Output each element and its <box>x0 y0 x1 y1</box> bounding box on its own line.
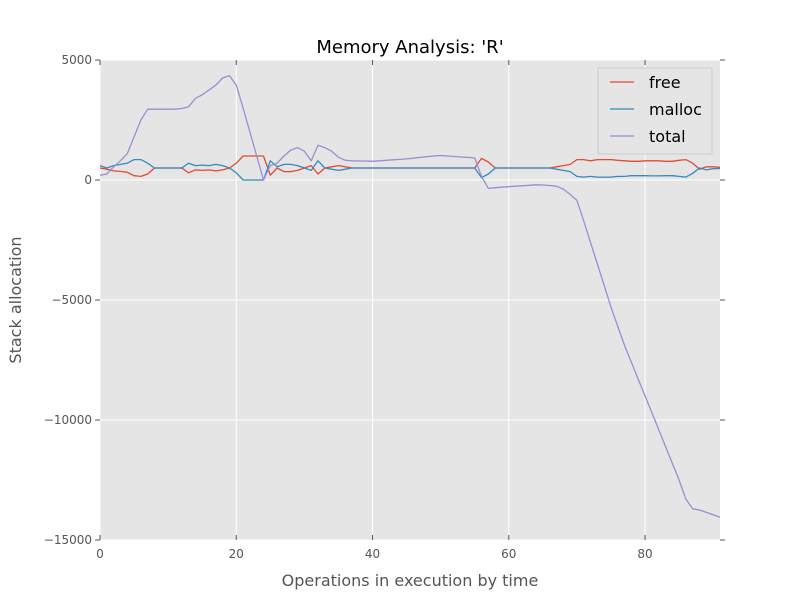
y-tick-label: 5000 <box>61 53 92 67</box>
series-line-total <box>99 74 721 518</box>
axis-ticks: 0 20 40 60 80 −15000 −10000 −5000 0 5000 <box>44 53 725 561</box>
legend: free malloc total <box>597 67 713 155</box>
y-axis-label: Stack allocation <box>6 236 25 363</box>
y-tick-label: −5000 <box>51 293 92 307</box>
grid-lines <box>99 59 720 541</box>
y-tick-label: −10000 <box>44 413 92 427</box>
x-tick-label: 80 <box>637 547 652 561</box>
legend-label-malloc: malloc <box>649 100 702 119</box>
x-tick-label: 20 <box>229 547 244 561</box>
x-tick-label: 60 <box>501 547 516 561</box>
chart-title: Memory Analysis: 'R' <box>316 37 503 58</box>
x-tick-label: 40 <box>365 547 380 561</box>
y-tick-label: 0 <box>84 173 92 187</box>
series-line-malloc <box>99 158 721 181</box>
x-tick-label: 0 <box>96 547 104 561</box>
x-axis-label: Operations in execution by time <box>282 571 539 590</box>
y-tick-label: −15000 <box>44 533 92 547</box>
series-lines <box>99 74 721 518</box>
legend-label-free: free <box>649 73 681 92</box>
legend-label-total: total <box>649 127 686 146</box>
